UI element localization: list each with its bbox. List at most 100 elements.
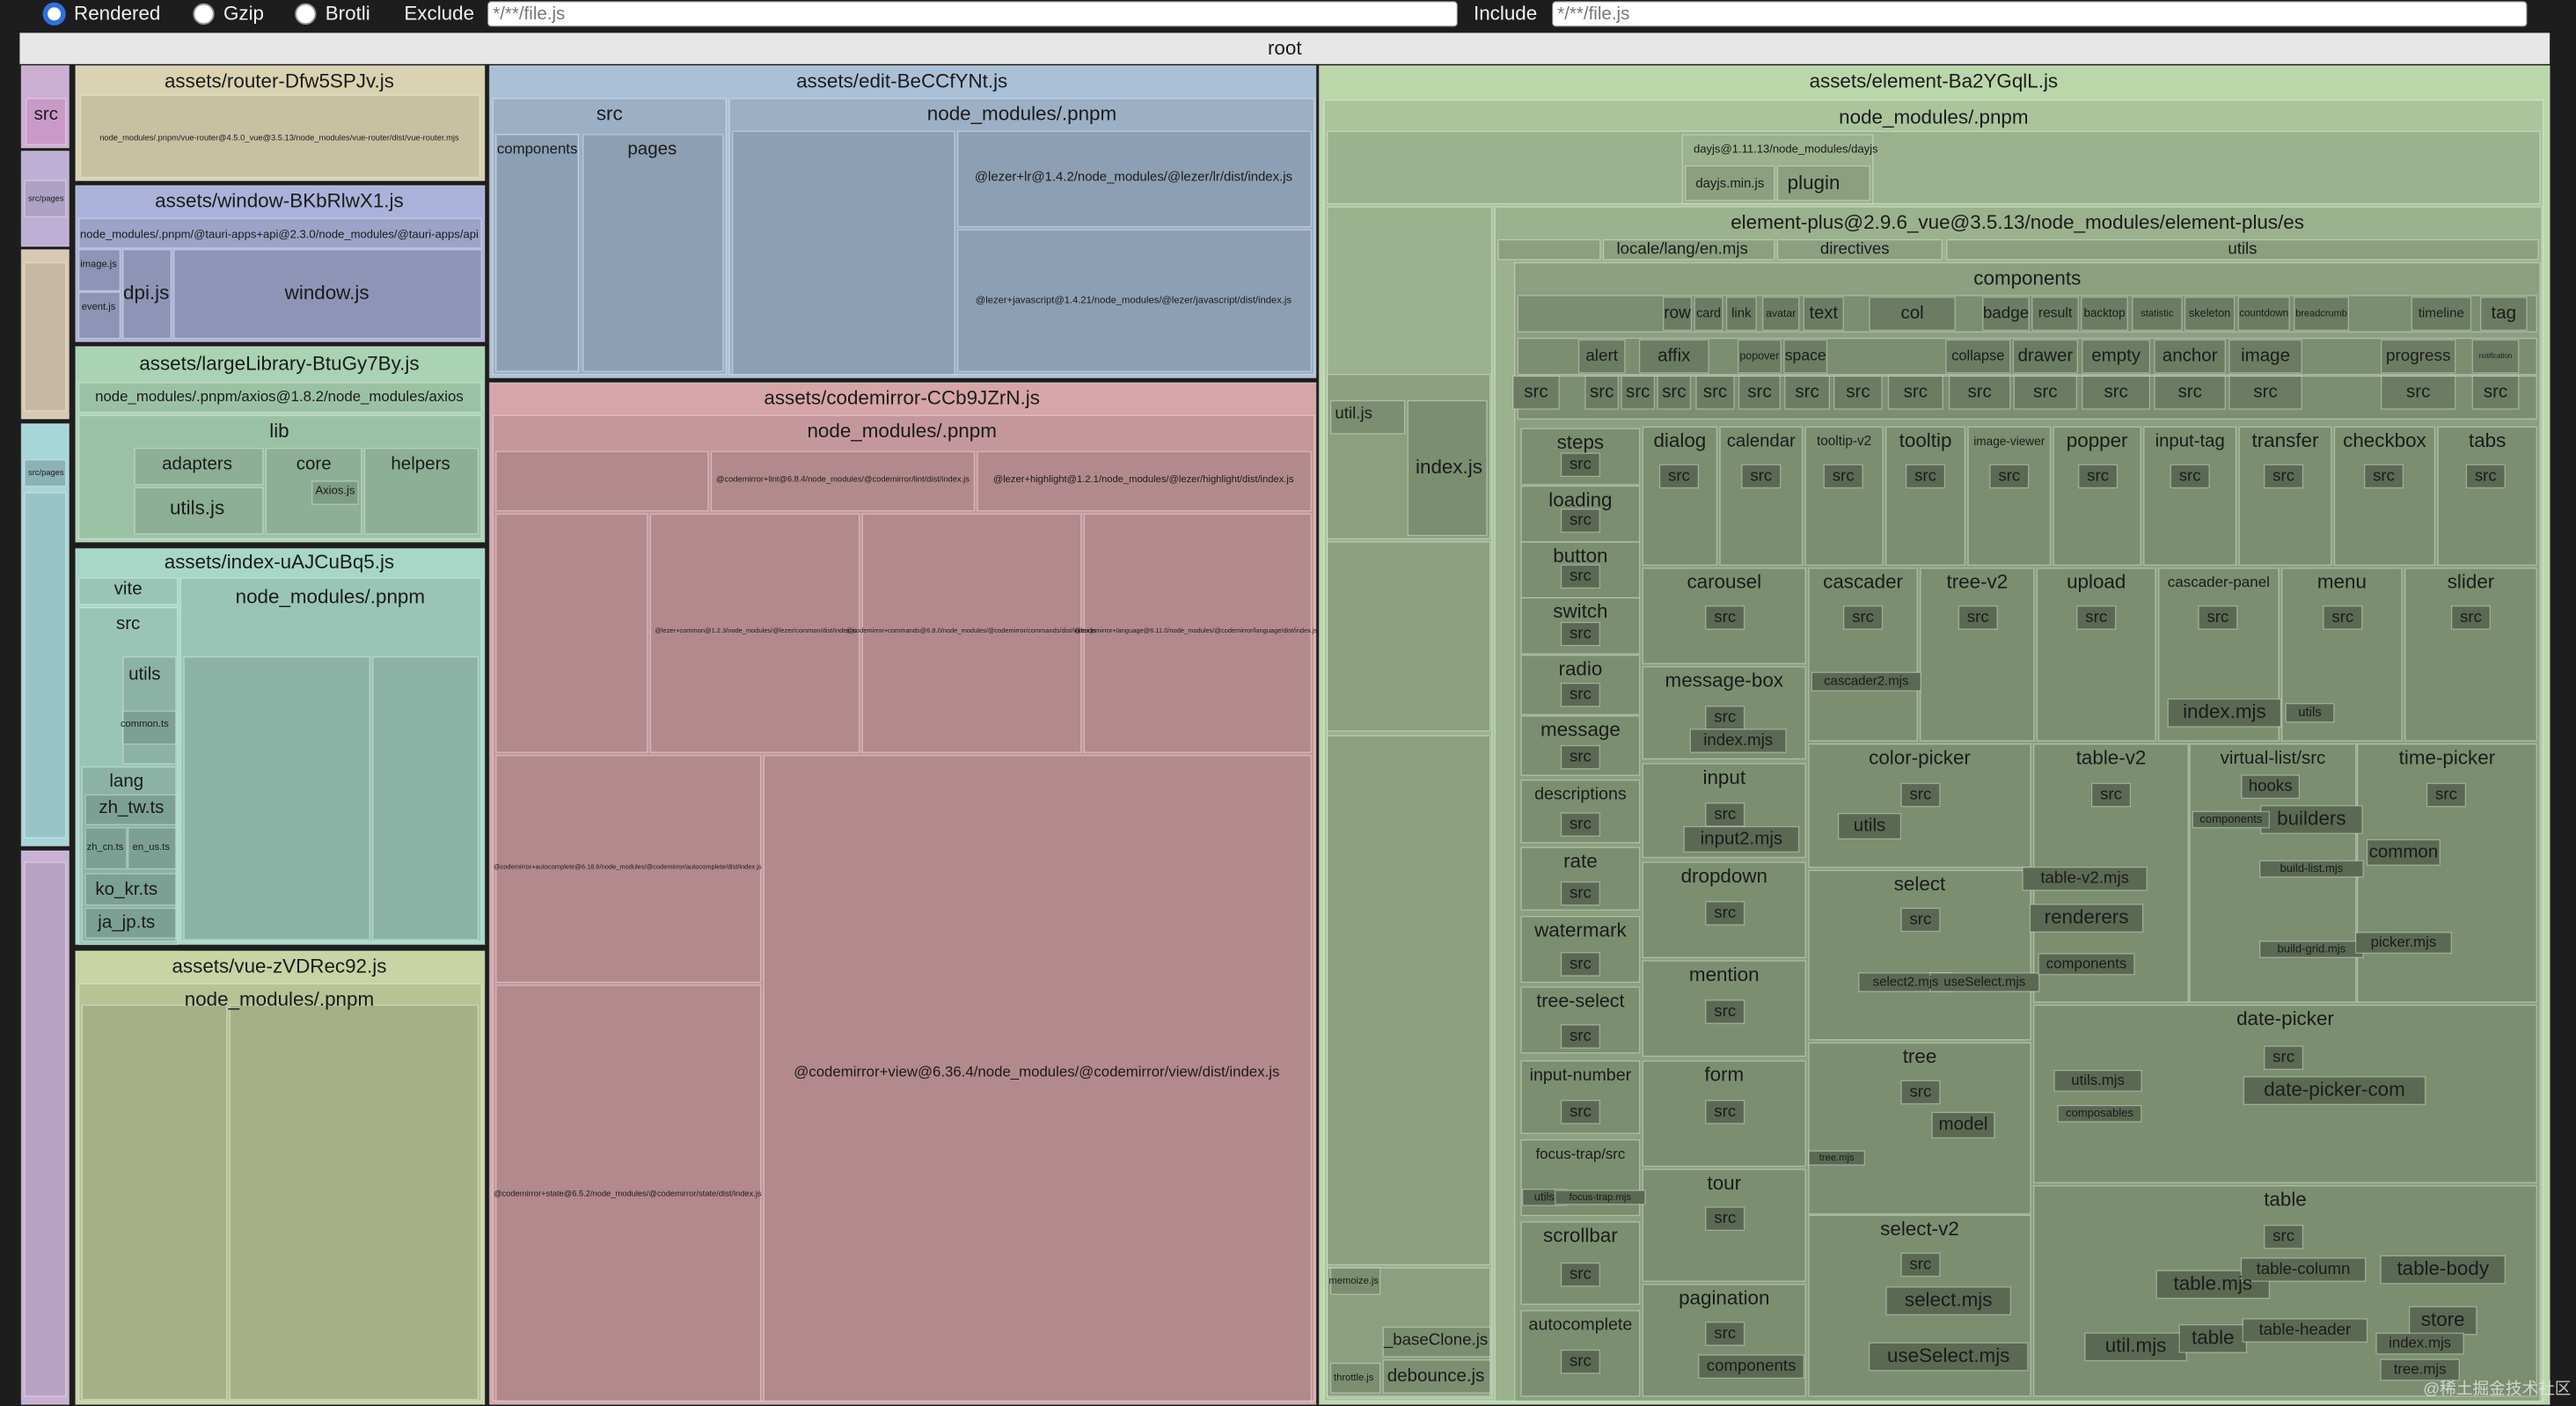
tile-label: @codemirror+language@6.11.0/node_modules…: [1074, 626, 1317, 634]
component-label: src: [1626, 382, 1650, 402]
part-tile: [2375, 1332, 2464, 1355]
radio-gzip[interactable]: [193, 3, 215, 26]
component-tile: [2132, 297, 2183, 331]
exclude-input[interactable]: [487, 1, 1458, 27]
component-label: message: [1540, 719, 1621, 741]
component-tile: [1584, 375, 1619, 410]
component-label: link: [1731, 306, 1752, 321]
component-label: space: [1785, 347, 1826, 364]
tile: [495, 755, 762, 984]
component-tile: [1784, 375, 1830, 410]
tile: [311, 480, 359, 505]
radio-brotli[interactable]: [295, 3, 317, 26]
part-tile: [2084, 1332, 2187, 1362]
tile-label: node_modules/.pnpm/axios@1.8.2/node_modu…: [95, 388, 464, 405]
part-tile: [2038, 953, 2135, 976]
part-label: src: [2272, 1227, 2294, 1245]
tile-label: en_us.ts: [133, 842, 171, 853]
radio-rendered[interactable]: [42, 2, 66, 26]
radio-label[interactable]: Rendered: [74, 3, 160, 25]
include-value: */**/file.js: [1557, 4, 1629, 24]
part-label: src: [2460, 607, 2482, 626]
part-label: src: [1570, 1026, 1592, 1044]
tile: [1407, 399, 1488, 537]
component-tile: [1642, 1060, 1806, 1168]
tile-block: [495, 513, 648, 753]
part-label: src: [1570, 1351, 1592, 1370]
tile-label: utils.js: [170, 497, 224, 519]
part-label: table-column: [2257, 1259, 2351, 1278]
part-label: src: [2085, 607, 2107, 626]
part-label: src: [1909, 784, 1931, 802]
component-tile: [1982, 297, 2030, 331]
component-label: text: [1810, 304, 1839, 323]
component-label: src: [1524, 382, 1548, 402]
tile-label: src: [116, 613, 140, 633]
part-label: src: [1570, 814, 1592, 832]
part-tile: [1705, 802, 1745, 827]
part-label: renderers: [2045, 905, 2129, 927]
part-tile: [1705, 1206, 1745, 1231]
component-tile: [2012, 339, 2078, 374]
part-label: components: [2046, 955, 2127, 971]
component-label: result: [2038, 306, 2073, 321]
part-tile: [1683, 825, 1800, 853]
tile-label: index.js: [1416, 456, 1482, 478]
part-tile: [2241, 774, 2301, 799]
part-label: src: [1909, 1254, 1931, 1272]
part-label: input2.mjs: [1701, 828, 1783, 848]
tile-label: assets/largeLibrary-BtuGy7By.js: [139, 352, 419, 374]
component-tile: [1885, 426, 1966, 566]
component-label: tree-v2: [1947, 571, 2009, 593]
tiles: [20, 65, 2550, 1405]
part-label: src: [2179, 465, 2201, 484]
part-label: src: [1668, 465, 1690, 484]
tile-label: assets/codemirror-CCb9JZrN.js: [764, 387, 1040, 409]
radio-label[interactable]: Gzip: [223, 3, 264, 25]
part-tile: [2364, 464, 2404, 489]
component-label: tree-select: [1536, 990, 1624, 1011]
component-tile: [2184, 297, 2236, 331]
part-tile: [1900, 1252, 1941, 1278]
part-tile: [2285, 703, 2335, 723]
part-tile: [2170, 464, 2210, 489]
component-tile: [2228, 375, 2302, 410]
part-label: select.mjs: [1905, 1288, 1993, 1310]
component-label: radio: [1558, 658, 1602, 680]
tile-label: assets/vue-zVDRec92.js: [172, 955, 386, 977]
component-label: table: [2264, 1189, 2307, 1211]
part-label: useSelect.mjs: [1887, 1344, 2009, 1366]
component-tile: [1695, 375, 1735, 410]
part-tile: [1560, 952, 1600, 977]
part-tile: [1823, 464, 1863, 489]
part-tile: [2167, 698, 2282, 728]
component-label: switch: [1553, 600, 1607, 622]
component-tile: [1719, 426, 1804, 566]
component-tile: [2082, 339, 2151, 374]
part-tile: [1811, 671, 1921, 692]
tile-label: window.js: [284, 282, 370, 304]
tile-label: common.ts: [121, 719, 169, 729]
tile-block: [1497, 238, 1601, 260]
component-label: select: [1894, 873, 1946, 895]
tile-block: [1327, 130, 2541, 205]
exclude-value: */**/file.js: [493, 4, 565, 24]
radio-label[interactable]: Brotli: [326, 3, 370, 25]
component-label: descriptions: [1534, 785, 1627, 804]
part-label: model: [1939, 1114, 1988, 1134]
part-tile: [2380, 1255, 2506, 1285]
component-label: carousel: [1687, 571, 1761, 593]
part-tile: [2022, 867, 2148, 891]
component-label: dropdown: [1681, 865, 1767, 887]
tile-block: [24, 492, 67, 838]
component-tile: [1725, 297, 1757, 331]
component-label: mention: [1689, 963, 1760, 985]
include-input[interactable]: [1552, 1, 2528, 27]
part-tile: [2380, 1358, 2460, 1381]
tile: [122, 656, 177, 765]
part-label: src: [2087, 465, 2109, 484]
part-tile: [1658, 464, 1699, 489]
part-tile: [1838, 812, 1902, 840]
part-tile: [1929, 972, 2040, 992]
